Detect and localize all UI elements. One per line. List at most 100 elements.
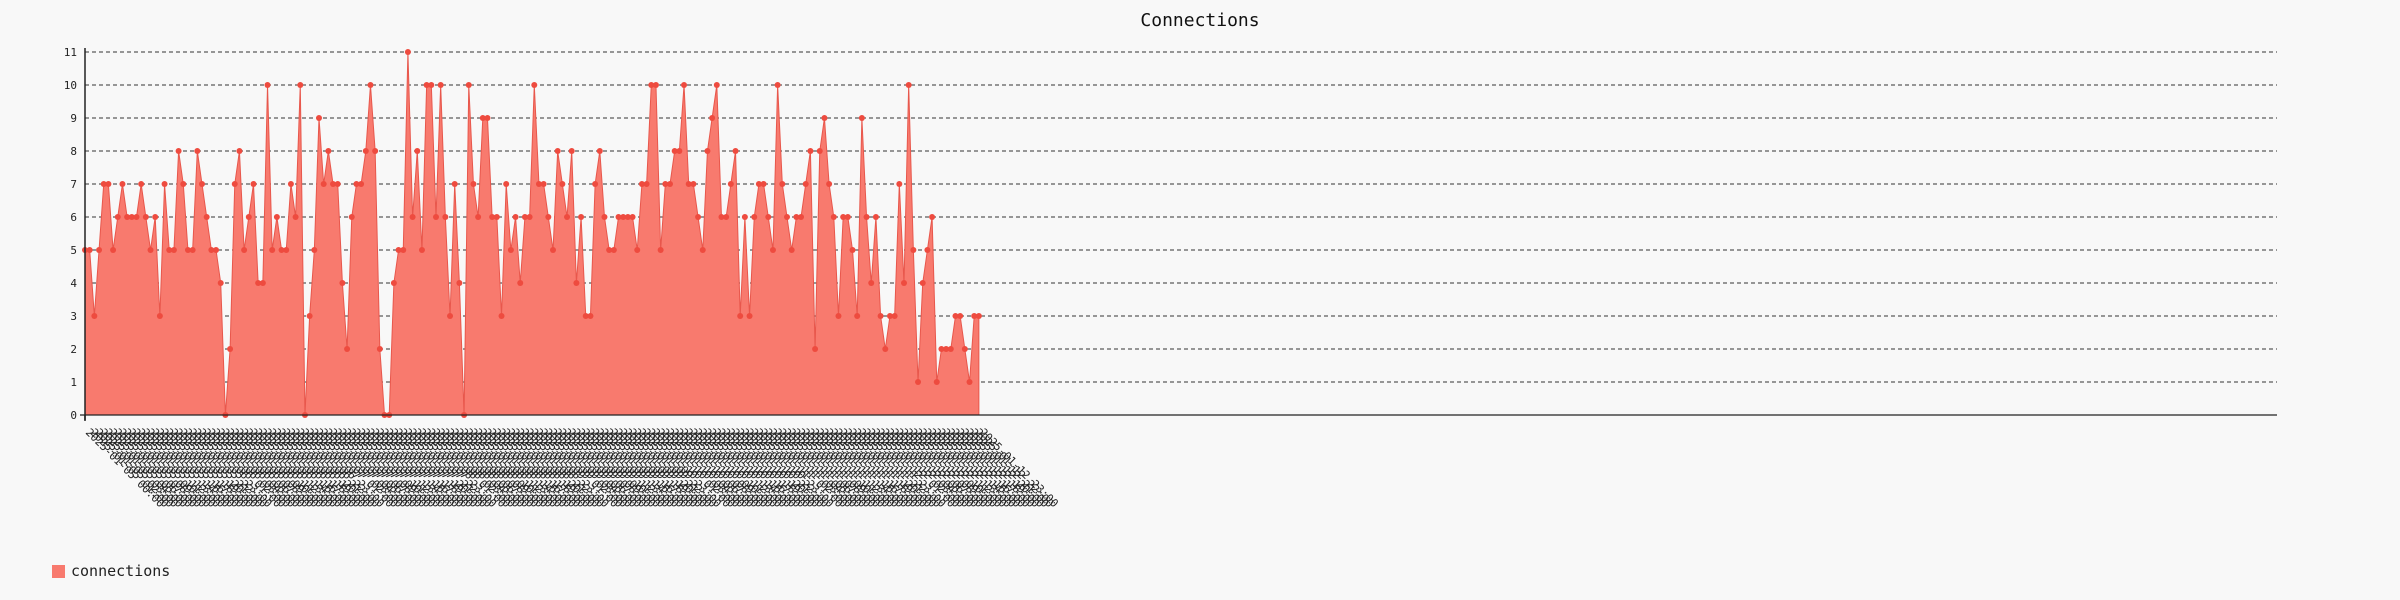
data-point bbox=[835, 313, 842, 319]
data-point bbox=[180, 181, 187, 187]
data-point bbox=[138, 181, 145, 187]
data-point bbox=[709, 115, 716, 121]
data-point bbox=[156, 313, 163, 319]
data-point bbox=[788, 247, 795, 253]
data-point bbox=[615, 214, 622, 220]
data-point bbox=[718, 214, 725, 220]
data-point bbox=[170, 247, 177, 253]
data-point bbox=[189, 247, 196, 253]
data-point bbox=[723, 214, 730, 220]
data-point bbox=[330, 181, 337, 187]
data-point bbox=[872, 214, 879, 220]
data-point bbox=[418, 247, 425, 253]
data-point bbox=[203, 214, 210, 220]
data-point bbox=[531, 82, 538, 88]
data-point bbox=[199, 181, 205, 187]
data-point bbox=[629, 214, 636, 220]
data-point bbox=[727, 181, 734, 187]
data-point bbox=[746, 313, 753, 319]
data-point bbox=[564, 214, 571, 220]
data-point bbox=[344, 346, 351, 352]
legend-label: connections bbox=[71, 562, 171, 580]
data-point bbox=[503, 181, 510, 187]
data-point bbox=[676, 148, 683, 154]
data-point bbox=[826, 181, 833, 187]
data-point bbox=[915, 379, 922, 385]
data-point bbox=[465, 82, 472, 88]
y-tick-label: 2 bbox=[70, 343, 77, 356]
data-point bbox=[638, 181, 645, 187]
data-point bbox=[601, 214, 608, 220]
data-point bbox=[943, 346, 950, 352]
data-point bbox=[704, 148, 711, 154]
data-point bbox=[844, 214, 851, 220]
data-point bbox=[316, 115, 322, 121]
data-point bbox=[784, 214, 790, 220]
data-point bbox=[550, 247, 556, 253]
y-tick-label: 0 bbox=[70, 409, 77, 422]
data-point bbox=[353, 181, 360, 187]
axes bbox=[80, 48, 2277, 421]
data-point bbox=[652, 82, 659, 88]
data-point bbox=[245, 214, 252, 220]
data-point bbox=[339, 280, 346, 286]
data-point bbox=[320, 181, 327, 187]
data-point bbox=[886, 313, 893, 319]
data-point bbox=[737, 313, 744, 319]
data-point bbox=[114, 214, 121, 220]
y-tick-labels: 0 1 2 3 4 5 6 7 8 9 10 11 bbox=[64, 46, 78, 422]
data-point bbox=[227, 346, 234, 352]
data-point bbox=[110, 247, 117, 253]
data-point bbox=[961, 346, 968, 352]
y-tick-label: 9 bbox=[70, 112, 77, 125]
y-tick-label: 3 bbox=[70, 310, 77, 323]
data-point bbox=[624, 214, 631, 220]
data-point bbox=[208, 247, 215, 253]
data-point bbox=[713, 82, 720, 88]
data-point bbox=[152, 214, 159, 220]
data-point bbox=[540, 181, 547, 187]
data-point bbox=[507, 247, 514, 253]
data-point bbox=[259, 280, 266, 286]
data-point bbox=[517, 280, 524, 286]
data-point bbox=[100, 181, 107, 187]
data-point bbox=[423, 82, 430, 88]
data-point bbox=[498, 313, 505, 319]
data-point bbox=[433, 214, 439, 220]
y-tick-label: 1 bbox=[70, 376, 77, 389]
data-point bbox=[854, 313, 861, 319]
data-point bbox=[774, 82, 781, 88]
data-point bbox=[86, 247, 93, 253]
data-point bbox=[699, 247, 706, 253]
data-point bbox=[816, 148, 823, 154]
data-point bbox=[901, 280, 907, 286]
area-fill bbox=[84, 51, 980, 416]
data-point bbox=[334, 181, 341, 187]
data-point bbox=[484, 115, 491, 121]
data-point bbox=[578, 214, 585, 220]
data-point bbox=[634, 247, 641, 253]
legend: connections bbox=[52, 562, 170, 580]
data-point bbox=[358, 181, 365, 187]
data-point bbox=[732, 148, 739, 154]
data-point bbox=[414, 148, 421, 154]
data-point bbox=[194, 148, 201, 154]
data-point bbox=[877, 313, 884, 319]
data-point bbox=[105, 181, 112, 187]
data-point bbox=[142, 214, 149, 220]
data-point bbox=[643, 181, 650, 187]
data-point bbox=[858, 115, 865, 121]
data-point bbox=[287, 181, 294, 187]
y-tick-label: 8 bbox=[70, 145, 77, 158]
data-point bbox=[297, 82, 304, 88]
data-point bbox=[840, 214, 847, 220]
data-point bbox=[119, 181, 126, 187]
data-point bbox=[479, 115, 486, 121]
data-point bbox=[947, 346, 954, 352]
legend-swatch bbox=[52, 564, 65, 578]
data-point bbox=[896, 181, 903, 187]
data-point bbox=[535, 181, 542, 187]
data-point bbox=[891, 313, 898, 319]
